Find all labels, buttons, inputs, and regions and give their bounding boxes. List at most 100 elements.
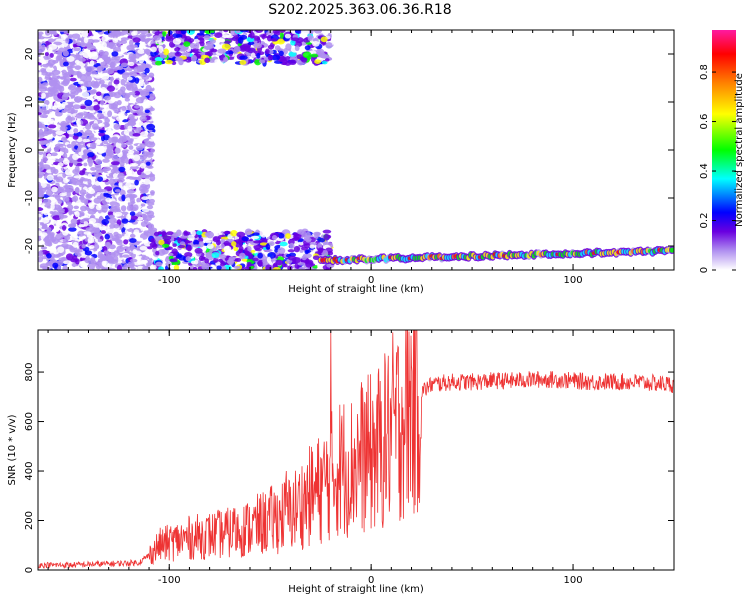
spectrogram-cell <box>138 79 144 87</box>
spectrogram-cell <box>49 52 54 58</box>
spectrogram-cell <box>94 261 102 267</box>
spectrogram-cell <box>71 33 81 39</box>
spectrogram-cell <box>115 239 122 244</box>
spectrogram-cell <box>241 236 250 242</box>
spectrogram-cell <box>69 77 77 82</box>
spectrogram-cell <box>287 249 295 253</box>
spectrogram-cell <box>79 105 86 110</box>
spectrogram-cell <box>97 250 103 257</box>
spectrogram-cell <box>108 244 116 250</box>
spectrogram-cell <box>50 166 56 174</box>
spectrogram-cell <box>104 58 111 64</box>
spectrogram-cell <box>135 145 144 151</box>
spectrogram-cell <box>104 267 109 270</box>
spectrogram-cell <box>54 219 62 226</box>
spectrogram-cell <box>166 231 174 236</box>
spectrogram-cell <box>137 169 142 176</box>
spectrogram-cell <box>208 58 216 63</box>
spectrogram-cell <box>70 30 79 34</box>
spectrogram-cell <box>67 204 74 211</box>
spectrogram-cell <box>127 67 133 72</box>
spectrogram-cell <box>205 252 212 258</box>
spectrogram-cell <box>66 56 75 62</box>
spectrogram-cell <box>120 44 127 51</box>
spectrogram-cell <box>267 44 275 50</box>
spectrogram-cell <box>65 197 70 202</box>
spectrogram-cell <box>191 48 200 54</box>
colorbar-tick-label: 0.2 <box>699 213 710 229</box>
spectrogram-cell <box>140 203 146 207</box>
spectrogram-cell <box>139 162 146 169</box>
spectrogram-cell <box>256 52 261 59</box>
spectrogram-cell <box>116 65 124 71</box>
spectrogram-cell <box>129 211 136 217</box>
spectrogram-cell <box>41 82 49 87</box>
spectrogram-cell <box>38 128 44 136</box>
spectrogram-cell <box>50 203 55 211</box>
spectrogram-cell <box>119 39 128 44</box>
spectrogram-cell <box>65 253 74 261</box>
spectrogram-cell <box>294 30 303 34</box>
spectrogram-cell <box>46 135 54 140</box>
spectrogram-cell <box>293 41 303 48</box>
spectrogram-cell <box>95 165 102 172</box>
spectrogram-cell <box>209 39 216 44</box>
colorbar-tick-label: 0.6 <box>699 114 710 130</box>
spectrogram-cell <box>171 232 179 239</box>
spectrogram-cell <box>62 73 72 78</box>
spectrogram-cell <box>58 151 65 156</box>
spectrogram-cell <box>128 53 137 60</box>
spectrogram-cell <box>137 265 144 270</box>
spectrogram-cell <box>254 30 264 34</box>
spectrogram-cell <box>125 264 134 268</box>
spectrogram-cell <box>74 96 83 103</box>
spectrogram-cell <box>99 104 108 108</box>
spectrogram-cell <box>267 54 273 61</box>
spectrogram-cell <box>146 141 156 148</box>
spectrogram-cell <box>163 48 170 56</box>
spectrogram-cell <box>126 105 132 111</box>
spectrogram-cell <box>281 61 288 66</box>
spectrogram-cell <box>54 225 59 232</box>
spectrogram-cell <box>73 47 81 52</box>
spectrogram-cell <box>314 59 322 64</box>
spectrogram-cell <box>98 132 106 137</box>
spectrogram-cell <box>62 93 70 98</box>
spectrogram-cell <box>77 230 85 237</box>
spectrogram-cell <box>39 222 45 226</box>
snr-y-tick-label: 0 <box>24 567 35 573</box>
spectrogram-cell <box>310 53 319 58</box>
spectrogram-cell <box>130 267 136 270</box>
spectrogram-cell <box>101 218 110 226</box>
spectrogram-cell <box>210 30 215 33</box>
spectrogram-cell <box>38 76 43 83</box>
spectrogram-cell <box>233 45 241 53</box>
spectrogram-cell <box>131 83 138 91</box>
spectrogram-cell <box>109 31 115 37</box>
spectrogram-cell <box>101 64 109 69</box>
spectrogram-cell <box>223 241 230 246</box>
spectrogram-cell <box>121 30 129 35</box>
spectrogram-cell <box>140 259 148 264</box>
spectrogram-cell <box>49 111 56 118</box>
spectrogram-cell <box>113 101 119 107</box>
spectrogram-cell <box>234 241 243 248</box>
spectrogram-cell <box>303 237 312 242</box>
spectrogram-cell <box>141 266 151 270</box>
spectrogram-cell <box>284 33 292 39</box>
spectrogram-cell <box>41 256 48 260</box>
spectrogram-cell <box>96 43 104 50</box>
spectrogram-cell <box>174 57 183 62</box>
spectrogram-cell <box>101 206 108 213</box>
spectrogram-cell <box>199 41 205 47</box>
spectrogram-cell <box>214 32 223 39</box>
spectrogram-cell <box>297 262 306 266</box>
spectrogram-cell <box>126 85 132 90</box>
spectrogram-cell <box>143 104 151 109</box>
spectrogram-cell <box>83 149 88 156</box>
spectrogram-cell <box>180 30 187 35</box>
spectrogram-cell <box>49 64 54 68</box>
spectrogram-cell <box>220 243 225 249</box>
spectrogram-cell <box>68 179 77 185</box>
spectrogram-cell <box>113 91 122 99</box>
